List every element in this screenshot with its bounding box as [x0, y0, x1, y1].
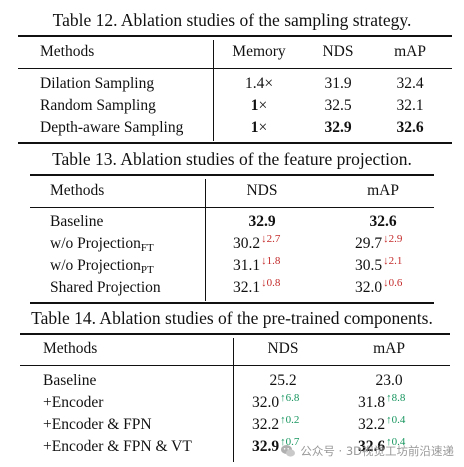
table-13-mid-rule [30, 207, 434, 208]
nds-cell: 31.1↓1.8 [233, 255, 281, 274]
table-row: Baseline 25.2 23.0 [0, 370, 464, 392]
method-cell: +Encoder & FPN [43, 416, 152, 433]
header-map: mAP [367, 182, 399, 199]
table-12-column-divider [213, 40, 214, 141]
table-13-header-row: Methods NDS mAP [0, 180, 464, 202]
nds-cell: 32.9↑0.7 [252, 436, 300, 455]
method-cell: Dilation Sampling [40, 75, 155, 92]
header-nds: NDS [322, 43, 354, 60]
table-14-header-row: Methods NDS mAP [0, 338, 464, 360]
table-14-column-divider [233, 338, 234, 462]
table-14-mid-rule [20, 365, 450, 366]
table-14-caption: Table 14. Ablation studies of the pre-tr… [31, 308, 433, 328]
table-row: Shared Projection 32.1↓0.8 32.0↓0.6 [0, 277, 464, 299]
header-map: mAP [373, 340, 405, 357]
wechat-icon [281, 445, 296, 457]
method-cell: w/o ProjectionPT [50, 257, 154, 276]
map-cell: 29.7↓2.9 [355, 233, 403, 252]
memory-cell: 1.4× [244, 75, 274, 92]
table-row: Baseline 32.9 32.6 [0, 211, 464, 233]
table-14-top-rule [20, 333, 450, 335]
nds-cell: 32.9 [248, 213, 276, 230]
method-cell: +Encoder & FPN & VT [43, 438, 192, 455]
nds-cell: 31.9 [324, 75, 352, 92]
map-cell: 31.8↑8.8 [358, 392, 406, 411]
table-row: Random Sampling 1× 32.5 32.1 [0, 95, 464, 117]
table-12-top-rule [18, 35, 452, 37]
map-cell: 32.2↑0.4 [358, 414, 406, 433]
watermark: 公众号 · 3D视觉工坊前沿速递 [280, 441, 454, 461]
map-cell: 32.6 [396, 119, 424, 136]
header-memory: Memory [232, 43, 286, 60]
map-cell: 32.6↑0.4 [358, 436, 406, 455]
nds-delta: ↑6.8 [280, 392, 300, 404]
method-cell: Baseline [50, 213, 104, 230]
table-13-bottom-rule [30, 302, 434, 304]
method-cell: +Encoder [43, 394, 104, 411]
table-row: +Encoder & FPN 32.2↑0.2 32.2↑0.4 [0, 414, 464, 436]
table-row: +Encoder 32.0↑6.8 31.8↑8.8 [0, 392, 464, 414]
header-nds: NDS [246, 182, 278, 199]
header-methods: Methods [43, 340, 98, 357]
table-12-bottom-rule [18, 142, 452, 144]
nds-delta: ↓0.8 [261, 277, 281, 289]
table-13-caption: Table 13. Ablation studies of the featur… [52, 149, 412, 169]
nds-cell: 32.9 [324, 119, 352, 136]
map-delta: ↓2.9 [383, 233, 403, 245]
table-12-caption: Table 12. Ablation studies of the sampli… [52, 10, 412, 30]
map-delta: ↑0.4 [386, 414, 406, 426]
table-12-mid-rule [18, 68, 452, 69]
table-13-top-rule [30, 174, 434, 176]
map-cell: 32.6 [369, 213, 397, 230]
header-map: mAP [394, 43, 426, 60]
header-nds: NDS [267, 340, 299, 357]
map-cell: 23.0 [375, 372, 403, 389]
method-subscript: FT [140, 242, 154, 254]
nds-cell: 32.0↑6.8 [252, 392, 300, 411]
table-row: w/o ProjectionFT 30.2↓2.7 29.7↓2.9 [0, 233, 464, 255]
header-methods: Methods [40, 43, 95, 60]
method-cell: Shared Projection [50, 279, 161, 296]
table-row: Dilation Sampling 1.4× 31.9 32.4 [0, 73, 464, 95]
nds-cell: 25.2 [269, 372, 297, 389]
map-delta: ↓0.6 [383, 277, 403, 289]
header-methods: Methods [50, 182, 105, 199]
memory-cell: 1× [250, 119, 268, 136]
nds-delta: ↓2.7 [261, 233, 281, 245]
table-row: w/o ProjectionPT 31.1↓1.8 30.5↓2.1 [0, 255, 464, 277]
method-cell: Depth-aware Sampling [40, 119, 184, 136]
table-row: Depth-aware Sampling 1× 32.9 32.6 [0, 117, 464, 139]
map-delta: ↑0.4 [386, 436, 406, 448]
table-12-header-row: Methods Memory NDS mAP [0, 41, 464, 63]
nds-delta: ↓1.8 [261, 255, 281, 267]
map-cell: 32.0↓0.6 [355, 277, 403, 296]
map-cell: 30.5↓2.1 [355, 255, 403, 274]
method-subscript: PT [140, 264, 154, 276]
nds-delta: ↑0.2 [280, 414, 300, 426]
nds-cell: 30.2↓2.7 [233, 233, 281, 252]
method-cell: Baseline [43, 372, 97, 389]
map-delta: ↓2.1 [383, 255, 403, 267]
nds-cell: 32.2↑0.2 [252, 414, 300, 433]
table-13-column-divider [205, 179, 206, 301]
map-delta: ↑8.8 [386, 392, 406, 404]
method-cell: w/o ProjectionFT [50, 235, 154, 254]
nds-cell: 32.5 [324, 97, 352, 114]
map-cell: 32.4 [396, 75, 424, 92]
map-cell: 32.1 [396, 97, 424, 114]
nds-cell: 32.1↓0.8 [233, 277, 281, 296]
memory-cell: 1× [250, 97, 268, 114]
watermark-text: 公众号 · 3D视觉工坊前沿速递 [300, 444, 454, 458]
nds-delta: ↑0.7 [280, 436, 300, 448]
method-cell: Random Sampling [40, 97, 156, 114]
table-row: +Encoder & FPN & VT 32.9↑0.7 32.6↑0.4 [0, 436, 464, 458]
